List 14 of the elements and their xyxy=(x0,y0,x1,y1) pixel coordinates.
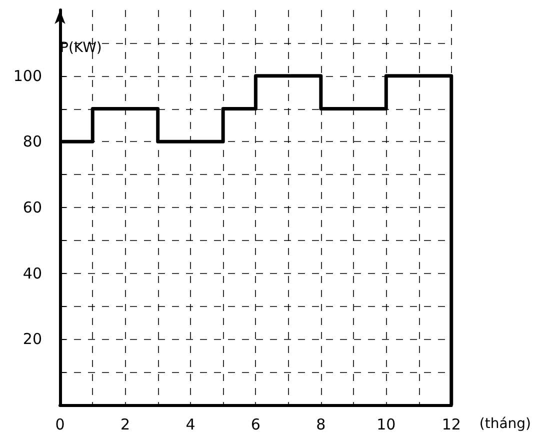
y-tick-label: 20 xyxy=(22,330,42,348)
x-tick-label: 6 xyxy=(250,416,260,434)
x-tick-label: 0 xyxy=(55,416,65,434)
y-tick-label: 60 xyxy=(22,198,42,216)
x-tick-label: 12 xyxy=(442,416,461,434)
x-tick-label: 2 xyxy=(120,416,130,434)
y-tick-label: 80 xyxy=(22,132,42,151)
x-tick-label: 8 xyxy=(316,416,326,434)
y-tick-label: 40 xyxy=(22,264,42,282)
y-axis-title: P(KW) xyxy=(60,40,102,56)
x-tick-label: 10 xyxy=(376,416,396,434)
y-tick-label: 100 xyxy=(13,66,42,85)
x-axis-title: (tháng) xyxy=(479,416,531,432)
x-tick-label: 4 xyxy=(186,416,196,434)
